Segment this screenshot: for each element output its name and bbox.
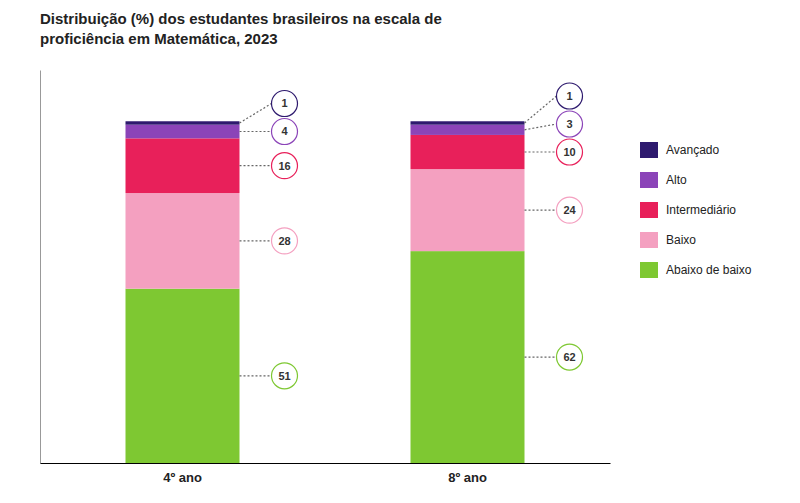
leader-line (240, 240, 272, 241)
data-label: 62 (563, 351, 575, 363)
bar-segment (411, 121, 525, 124)
bar-segment (126, 125, 240, 139)
label-circle (272, 153, 298, 179)
chart: Distribuição (%) dos estudantes brasilei… (0, 0, 800, 503)
leader-line (525, 96, 557, 123)
bar-segment (126, 138, 240, 193)
data-label: 1 (281, 97, 287, 109)
x-axis: 4º ano 8º ano (41, 464, 611, 486)
title: Distribuição (%) dos estudantes brasilei… (40, 10, 442, 47)
legend: Avançado Alto Intermediário Baixo Abaixo de … (640, 142, 752, 278)
leader-line (525, 210, 557, 211)
data-label: 16 (278, 160, 290, 172)
y-axis (40, 71, 41, 464)
x-tick-label: 8º ano (448, 470, 487, 485)
legend-label: Alto (666, 173, 687, 187)
data-label: 1 (566, 90, 572, 102)
bar-segment (126, 193, 240, 289)
bars (126, 121, 525, 463)
leader-line (240, 165, 272, 166)
data-label: 10 (563, 146, 575, 158)
legend-swatch (640, 172, 658, 188)
data-label: 24 (563, 204, 576, 216)
legend-swatch (640, 262, 658, 278)
label-circle (272, 91, 298, 117)
label-circle (272, 228, 298, 254)
legend-label: Baixo (666, 233, 696, 247)
bar-segment (411, 251, 525, 463)
x-tick-label: 4º ano (163, 470, 202, 485)
label-circle (272, 119, 298, 145)
legend-label: Intermediário (666, 203, 736, 217)
leader-line (240, 131, 272, 132)
x-tick: 4º ano (163, 470, 202, 485)
data-label: 51 (278, 370, 290, 382)
legend-swatch (640, 142, 658, 158)
leader-line (240, 375, 272, 376)
bar-segment (126, 289, 240, 463)
bar-segment (411, 135, 525, 169)
data-label: 3 (566, 118, 572, 130)
legend-swatch (640, 202, 658, 218)
label-circle (557, 139, 583, 165)
leader-line (525, 356, 557, 357)
legend-label: Avançado (666, 143, 719, 157)
x-axis-line (41, 463, 611, 464)
data-label: 4 (281, 125, 288, 137)
label-circle (272, 363, 298, 389)
label-circle (557, 197, 583, 223)
bar-segment (126, 121, 240, 124)
bar-segment (411, 169, 525, 251)
legend-label: Abaixo de baixo (666, 263, 752, 277)
leader-line (525, 151, 557, 152)
legend-swatch (640, 232, 658, 248)
label-circle (557, 111, 583, 137)
bar-segment (411, 125, 525, 135)
data-label: 28 (278, 235, 290, 247)
label-circle (557, 83, 583, 109)
y-axis-line (40, 71, 41, 464)
label-circle (557, 344, 583, 370)
x-tick: 8º ano (448, 470, 487, 485)
leader-line (240, 104, 272, 123)
data-labels: 51 28 16 4 1 62 24 10 3 1 (240, 83, 583, 389)
leader-line (525, 124, 557, 130)
